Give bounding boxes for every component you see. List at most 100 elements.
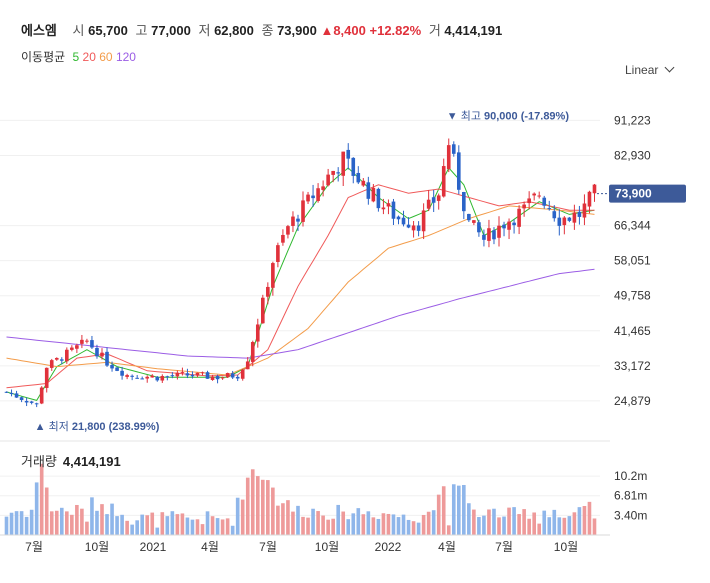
- volume-bar: [24, 516, 29, 535]
- volume-bar: [472, 509, 476, 535]
- volume-bar: [90, 497, 94, 535]
- candle-body: [532, 193, 536, 196]
- volume-bar: [311, 508, 315, 535]
- volume-bar: [426, 511, 431, 535]
- volume-bar: [587, 501, 592, 535]
- open-label: 시: [72, 23, 85, 38]
- candle-body: [145, 376, 150, 379]
- volume-bar: [70, 514, 74, 535]
- ma20-line: [6, 184, 595, 389]
- candle-body: [542, 197, 547, 206]
- high-marker-icon: ▼: [447, 111, 461, 123]
- volume-bar: [95, 510, 99, 535]
- volume-bar: [411, 521, 416, 535]
- volume-bar: [451, 484, 456, 535]
- candle-body: [482, 234, 486, 240]
- candle-body: [4, 391, 9, 393]
- volume-bar: [416, 522, 421, 535]
- ma5-legend[interactable]: 5: [72, 50, 80, 64]
- change-arrow-icon: ▲: [320, 23, 334, 38]
- grid-lines: [0, 119, 600, 402]
- volume-bar: [497, 517, 501, 535]
- candle-body: [472, 220, 476, 223]
- volume-bar: [130, 524, 134, 535]
- candle-body: [245, 361, 250, 370]
- candle-body: [125, 375, 129, 377]
- volume-bar: [266, 480, 270, 535]
- candle-body: [467, 213, 471, 221]
- candle-body: [572, 212, 577, 223]
- candle-body: [331, 170, 335, 175]
- candle-body: [230, 373, 235, 378]
- price-tick-label: 24,879: [614, 394, 651, 408]
- candle-body: [155, 376, 160, 381]
- volume-bar: [371, 517, 376, 535]
- scale-selector[interactable]: Linear: [625, 62, 675, 77]
- volume-bar: [150, 512, 155, 535]
- volume-bar: [512, 507, 516, 535]
- candle-body: [185, 373, 190, 376]
- volume-bar: [572, 512, 577, 535]
- candle-body: [492, 230, 496, 240]
- candle-body: [120, 370, 124, 376]
- volume-bar: [281, 503, 285, 535]
- candle-body: [85, 340, 89, 342]
- candle-body: [341, 151, 346, 176]
- volume-bar: [507, 507, 511, 535]
- volume-bar: [306, 517, 310, 535]
- candle-body: [366, 182, 371, 199]
- ma60-legend[interactable]: 60: [99, 50, 113, 64]
- volume-tick-label: 10.2m: [614, 469, 647, 483]
- close-value: 73,900: [277, 23, 317, 38]
- volume-bar: [296, 505, 300, 535]
- volume-bar: [180, 513, 185, 535]
- candle-body: [582, 203, 587, 218]
- price-tick-label: 66,344: [614, 219, 651, 233]
- volume-bar: [85, 521, 89, 535]
- candle-body: [165, 376, 170, 378]
- volume-bar: [366, 511, 371, 535]
- candle-body: [406, 224, 411, 228]
- volume-bar: [517, 514, 521, 535]
- annotations: ▼ 최고 90,000 (-17.89%) ▲ 최저 21,800 (238.99…: [35, 110, 570, 433]
- time-tick-label: 4월: [438, 540, 456, 554]
- volume-bar: [39, 463, 44, 535]
- ma120-legend[interactable]: 120: [115, 50, 136, 64]
- change-percent: +12.82%: [369, 23, 422, 38]
- candle-body: [34, 403, 39, 405]
- current-price-label: 73,900: [615, 187, 652, 201]
- low-value: 21,800 (238.99%): [72, 421, 160, 433]
- volume-bar: [291, 511, 295, 535]
- volume-bar: [185, 517, 190, 535]
- volume-bar: [100, 504, 104, 535]
- candle-body: [200, 372, 205, 374]
- price-tick-label: 91,223: [614, 113, 651, 127]
- volume-bar: [436, 494, 441, 535]
- volume-bar: [341, 511, 346, 535]
- candle-body: [547, 208, 552, 210]
- high-annotation: ▼ 최고 90,000 (-17.89%): [447, 110, 570, 123]
- volume-bar: [170, 511, 175, 535]
- price-tick-label: 41,465: [614, 324, 651, 338]
- volume-bar: [431, 510, 436, 535]
- candle-body: [497, 225, 501, 238]
- time-tick-label: 7월: [25, 540, 43, 554]
- volume-bar: [527, 518, 531, 535]
- time-axis: 7월 10월 2021 4월 7월 10월 2022 4월 7월 10월: [25, 540, 578, 554]
- candle-body: [336, 172, 340, 174]
- volume-bar: [200, 524, 205, 535]
- ma20-legend[interactable]: 20: [82, 50, 96, 64]
- change-value: 8,400: [333, 23, 366, 38]
- candle-body: [326, 174, 330, 186]
- volume-bar: [361, 514, 366, 535]
- candle-body: [215, 376, 220, 380]
- volume-bar: [210, 516, 215, 535]
- candle-body: [426, 199, 431, 209]
- candle-body: [381, 207, 386, 210]
- low-label: 저: [198, 23, 211, 38]
- volume-bar: [522, 509, 526, 535]
- moving-average-legend[interactable]: 이동평균 5 20 60 120: [21, 48, 136, 65]
- volume-panel-value: 4,414,191: [62, 454, 121, 469]
- volume-panel-label: 거래량: [21, 454, 57, 469]
